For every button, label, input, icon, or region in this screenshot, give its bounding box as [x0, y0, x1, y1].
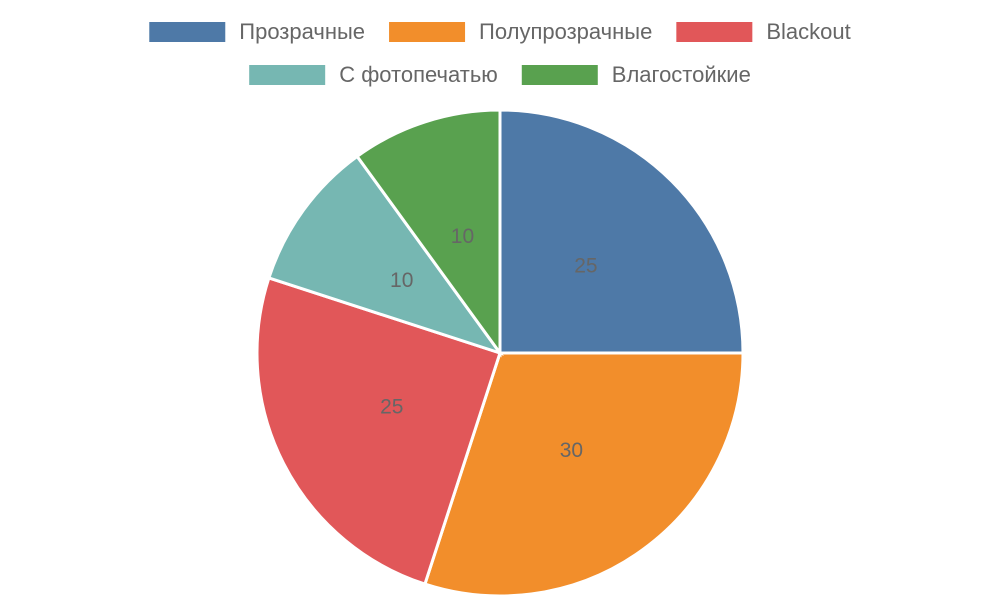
- legend-label: Blackout: [766, 19, 850, 44]
- pie-slice: [255, 276, 502, 586]
- data-label: 25: [380, 396, 403, 419]
- legend-row: С фотопечатью Влагостойкие: [249, 62, 751, 87]
- legend-label: Влагостойкие: [612, 62, 751, 87]
- pie-slice: [267, 154, 504, 356]
- legend-label: Полупрозрачные: [479, 19, 652, 44]
- legend-label: Прозрачные: [239, 19, 365, 44]
- legend-row: Прозрачные Полупрозрачные Blackout: [149, 19, 851, 44]
- legend-swatch: [676, 22, 753, 42]
- data-label: 10: [390, 269, 413, 292]
- data-label: 25: [574, 255, 597, 278]
- pie-slice: [423, 351, 745, 598]
- legend-label: С фотопечатью: [339, 62, 498, 87]
- data-label: 10: [451, 225, 474, 248]
- legend-swatch: [149, 22, 226, 42]
- legend-swatch: [249, 65, 326, 85]
- legend-swatch: [389, 22, 466, 42]
- pie-slice: [498, 108, 745, 355]
- legend-swatch: [521, 65, 598, 85]
- data-label: 30: [560, 439, 583, 462]
- pie-slice: [355, 108, 502, 358]
